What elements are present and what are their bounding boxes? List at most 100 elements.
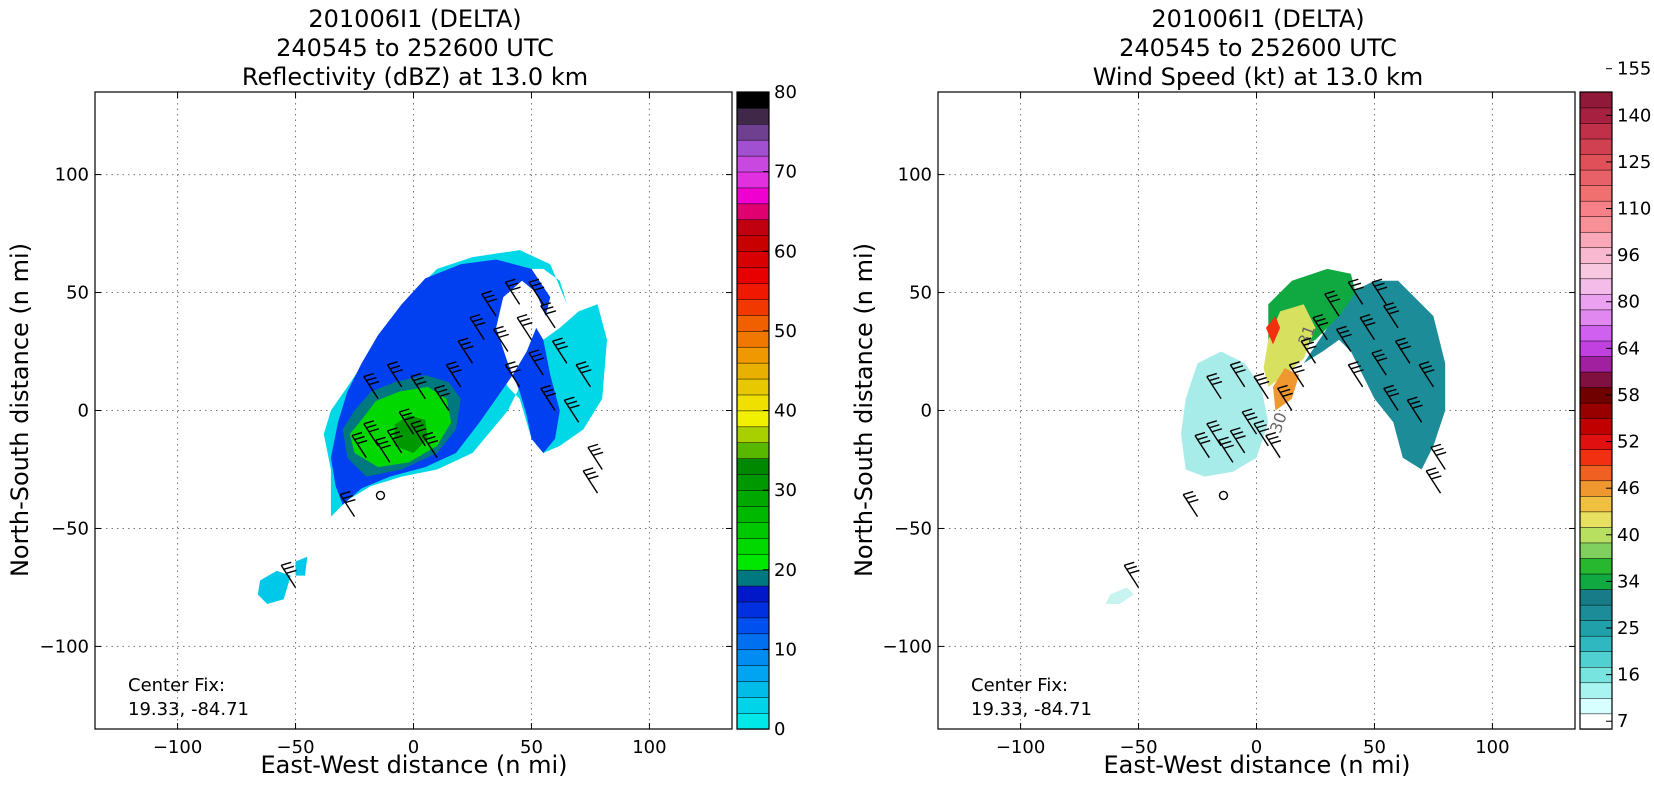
wind-barb-shaft <box>582 470 599 494</box>
wind-barb-flag <box>495 329 507 335</box>
wind-barb-shaft <box>540 388 556 411</box>
colorbar-swatch <box>736 649 770 666</box>
wind-barb-shaft <box>1383 388 1399 411</box>
wind-barb-shaft <box>1425 470 1442 494</box>
wind-barb-shaft <box>339 494 356 518</box>
colorbar-swatch <box>736 696 770 714</box>
wind-barb-flag <box>1353 369 1364 374</box>
wind-barb-shaft <box>1394 340 1411 364</box>
colorbar-swatch <box>1579 651 1613 668</box>
wind-barb-flag <box>401 412 412 417</box>
colorbar-swatch <box>1579 309 1613 326</box>
wind-barb-flag <box>519 317 530 323</box>
colorbar-swatch <box>1579 355 1613 373</box>
wind-barb-flag <box>1230 427 1241 432</box>
wind-barb-shaft <box>1430 447 1446 470</box>
colorbar-tick-label: 0 <box>774 719 785 740</box>
wind-barb-flag <box>1386 388 1397 394</box>
wind-barb-flag <box>1374 282 1385 287</box>
wind-barb-shaft <box>386 430 403 454</box>
wind-barb-flag <box>422 431 433 437</box>
wind-barb-flag <box>1183 490 1194 496</box>
data-region <box>257 570 291 604</box>
wind-barb-shaft <box>528 281 544 305</box>
wind-barb-flag <box>575 361 587 366</box>
colorbar-swatch <box>1579 449 1613 466</box>
wind-barb-flag <box>1235 369 1246 374</box>
wind-barb-flag <box>1431 475 1442 480</box>
wind-barb-shaft <box>1383 305 1399 329</box>
reflectivity-panel: 201006I1 (DELTA) 240545 to 252600 UTC Re… <box>6 5 797 779</box>
wind-barb-flag <box>507 365 519 370</box>
colorbar-tick-label: 58 <box>1617 385 1640 406</box>
colorbar-swatch <box>736 346 770 364</box>
wind-barb-flag <box>1303 341 1314 346</box>
colorbar-swatch <box>1579 402 1613 419</box>
wind-barb-flag <box>1383 302 1394 307</box>
wind-barb-flag <box>481 290 492 295</box>
colorbar-tick-label: 7 <box>1617 711 1628 732</box>
wind-barb-flag <box>1430 443 1442 449</box>
colorbar-swatch <box>736 665 770 682</box>
chart-title-line-3: Wind Speed (kt) at 13.0 km <box>1093 63 1424 91</box>
wind-barb-shaft <box>375 439 391 463</box>
wind-barb-flag <box>522 321 533 327</box>
wind-barb-flag <box>1383 384 1394 390</box>
wind-barb-flag <box>1306 345 1317 350</box>
colorbar-swatch <box>736 458 770 475</box>
colorbar: 0 10 20 30 40 50 60 70 80 <box>736 82 797 740</box>
wind-barb-flag <box>1338 329 1350 335</box>
wind-barb-flag <box>540 384 551 390</box>
wind-barb-flag <box>1341 333 1352 339</box>
wind-barb-shaft <box>386 364 403 388</box>
wind-barb-flag <box>1258 428 1270 433</box>
wind-barb-shaft <box>1241 411 1258 435</box>
colorbar-swatch <box>736 505 770 523</box>
wind-barb-shaft <box>1347 281 1364 305</box>
colorbar-tick-label: 34 <box>1617 571 1640 592</box>
wind-barb-flag <box>531 353 542 358</box>
wind-barb-flag <box>1232 431 1244 436</box>
colorbar-tick-label: 155 <box>1617 59 1651 80</box>
wind-barb-shaft <box>351 435 367 459</box>
colorbar-tick-label: 52 <box>1617 432 1640 453</box>
data-region <box>295 556 308 576</box>
wind-barb-flag <box>1412 404 1423 409</box>
y-tick-label: −100 <box>883 636 932 657</box>
wind-barb-flag <box>389 365 401 370</box>
wind-barb-flag <box>1197 435 1208 441</box>
wind-barb-flag <box>1256 424 1267 429</box>
y-axis-label: North-South distance (n mi) <box>850 243 878 577</box>
colorbar-swatch <box>736 712 770 730</box>
colorbar-swatch <box>736 394 770 412</box>
y-tick-label: −100 <box>40 636 89 657</box>
wind-barb-flag <box>1365 321 1376 327</box>
data-region <box>1181 351 1269 477</box>
colorbar-swatch <box>736 171 770 189</box>
colorbar-swatch <box>1579 464 1613 482</box>
chart-title-line-1: 201006I1 (DELTA) <box>308 5 521 33</box>
wind-barb-flag <box>564 396 575 401</box>
wind-barb-flag <box>1400 345 1411 350</box>
colorbar-swatch <box>1579 418 1613 435</box>
colorbar-frame <box>1579 91 1613 730</box>
calm-wind-circle <box>1218 490 1229 501</box>
wind-barb-shaft <box>363 376 379 400</box>
wind-barb-shaft <box>1194 435 1210 459</box>
wind-barb-flag <box>1126 565 1138 570</box>
wind-barb-flag <box>439 392 450 398</box>
wind-barb-flag <box>1324 290 1335 295</box>
wind-barb-shaft <box>551 340 568 364</box>
colorbar-tick-label: 80 <box>1617 292 1640 313</box>
wind-barb-flag <box>1209 376 1220 382</box>
colorbar-swatch <box>1579 262 1613 280</box>
wind-barb-flag <box>1376 357 1388 362</box>
wind-barb-flag <box>451 369 462 374</box>
wind-barb-shaft <box>457 340 474 364</box>
wind-barb-flag <box>516 313 528 319</box>
wind-barb-flag <box>493 325 504 331</box>
wind-barb-flag <box>410 372 422 378</box>
wind-barb-flag <box>566 400 578 405</box>
wind-barb-flag <box>281 561 292 567</box>
wind-barb-flag <box>1199 439 1211 445</box>
